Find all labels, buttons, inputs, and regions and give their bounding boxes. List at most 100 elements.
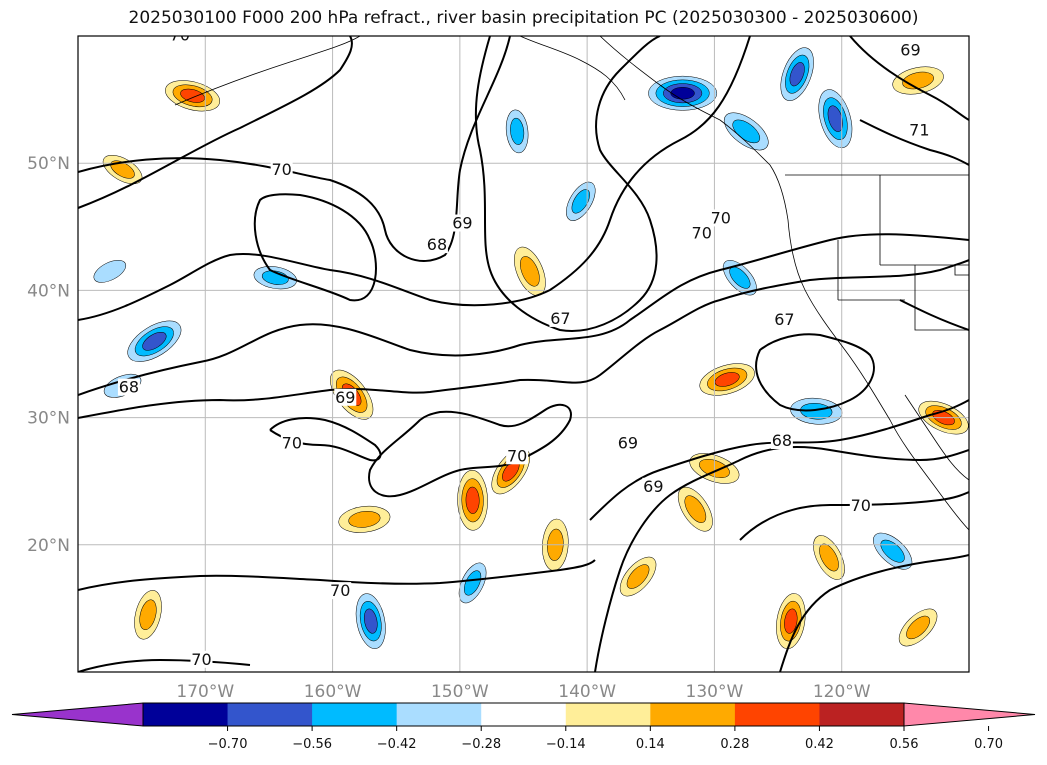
coastline-alaska (174, 36, 361, 106)
contour-line (779, 554, 969, 672)
anomaly-shade (520, 256, 540, 287)
contour-line (594, 446, 969, 672)
anomaly-patch (677, 486, 713, 532)
contour-label-bg (117, 378, 140, 396)
border-state (837, 240, 905, 301)
contour-label: 69 (900, 41, 920, 60)
anomaly-patch (780, 47, 814, 101)
colorbar-tick-label: 0.42 (805, 737, 834, 752)
x-tick-label: 130°W (686, 682, 744, 702)
coastline-north-america (599, 36, 969, 531)
anomaly-shade (510, 117, 525, 145)
anomaly-patch (873, 532, 913, 570)
contour-label: 71 (909, 121, 929, 140)
contour-line (78, 36, 353, 209)
contour-label: 70 (282, 434, 302, 453)
contour-line (755, 333, 875, 412)
contour-label-bg (506, 447, 529, 465)
anomaly-shade (714, 372, 740, 387)
anomaly-patch (134, 590, 162, 640)
anomaly-shade (363, 608, 378, 634)
y-axis-ticks: 20°N 30°N 40°N 50°N (27, 154, 70, 556)
contour-line (859, 119, 969, 166)
colorbar-segment (481, 703, 567, 726)
contour-label-bg (270, 161, 293, 179)
colorbar-tick-label: 0.14 (636, 737, 665, 752)
contour-label-bg (709, 209, 732, 227)
anomaly-shade (348, 510, 381, 528)
anomaly-shade (142, 331, 167, 351)
chart-title: 2025030100 F000 200 hPa refract., river … (128, 8, 919, 28)
anomaly-shade (670, 87, 695, 100)
contour-line (368, 403, 572, 498)
contour-line (78, 559, 596, 591)
colorbar: −0.70 −0.56 −0.42 −0.28 −0.14 0.14 0.28 0.42 0.5… (11, 702, 1036, 752)
colorbar-segment (650, 703, 736, 726)
contour-label-bg (280, 434, 303, 452)
contour-label-bg (190, 650, 213, 668)
anomaly-patch (93, 260, 127, 283)
anomaly-shade (93, 260, 127, 283)
contour-line (474, 36, 661, 332)
colorbar-tick-label: −0.56 (292, 737, 332, 752)
anomaly-shade (784, 608, 798, 634)
contour-label: 69 (643, 477, 663, 496)
colorbar-segment (565, 703, 651, 726)
contour-label-bg (690, 224, 713, 242)
x-tick-label: 170°W (176, 682, 234, 702)
x-tick-label: 140°W (558, 682, 616, 702)
coastlines (174, 36, 969, 531)
contour-label: 70 (851, 496, 871, 515)
colorbar-tick-label: 0.28 (720, 737, 749, 752)
anomaly-shade (789, 62, 805, 87)
x-tick-label: 160°W (304, 682, 362, 702)
colorbar-extend-low (11, 702, 144, 727)
anomaly-patch (127, 320, 182, 362)
contour-label-bg (329, 582, 352, 600)
anomaly-patch (355, 593, 386, 649)
anomaly-patch (458, 562, 487, 604)
y-tick-label: 50°N (27, 154, 70, 174)
y-tick-label: 40°N (27, 281, 70, 301)
anomaly-shade (880, 539, 905, 563)
anomaly-patch (619, 556, 657, 597)
contour-line (78, 233, 969, 396)
anomaly-patch (338, 505, 391, 533)
colorbar-tick-label: −0.42 (377, 737, 417, 752)
coastline-gulf-of-alaska (519, 36, 626, 101)
x-tick-label: 120°W (813, 682, 871, 702)
contour-label: 70 (170, 25, 190, 44)
anomaly-patch (505, 109, 529, 154)
contour-label: 70 (271, 160, 291, 179)
contour-line (78, 658, 251, 672)
colorbar-tick-label: −0.28 (461, 737, 501, 752)
colorbar-segment (312, 703, 398, 726)
contour-label-bg (899, 41, 922, 59)
colorbar-tick-label: 0.56 (890, 737, 919, 752)
contour-label: 69 (618, 434, 638, 453)
contour-label: 68 (119, 378, 139, 397)
anomaly-shade (684, 495, 707, 523)
contour-label: 67 (774, 310, 794, 329)
contour-label: 68 (427, 235, 447, 254)
anomaly-patch (514, 246, 546, 296)
contour-label: 69 (452, 214, 472, 233)
colorbar-tick-label: −0.70 (208, 737, 248, 752)
anomaly-patch (566, 181, 596, 221)
border-state (879, 175, 969, 331)
anomaly-shade (139, 599, 157, 631)
anomaly-shade (626, 564, 650, 589)
x-axis-ticks: 170°W 160°W 150°W 140°W 130°W 120°W (176, 682, 870, 702)
contour-label-bg (425, 236, 448, 254)
contour-label: 67 (550, 309, 570, 328)
contour-label-bg (168, 36, 191, 44)
y-tick-label: 30°N (27, 409, 70, 429)
colorbar-segment (396, 703, 482, 726)
contour-line (78, 36, 511, 262)
anomaly-patch (457, 470, 488, 531)
contour-label-bg (616, 434, 639, 452)
coastline-baja (904, 394, 969, 481)
map-gridlines (78, 36, 969, 672)
